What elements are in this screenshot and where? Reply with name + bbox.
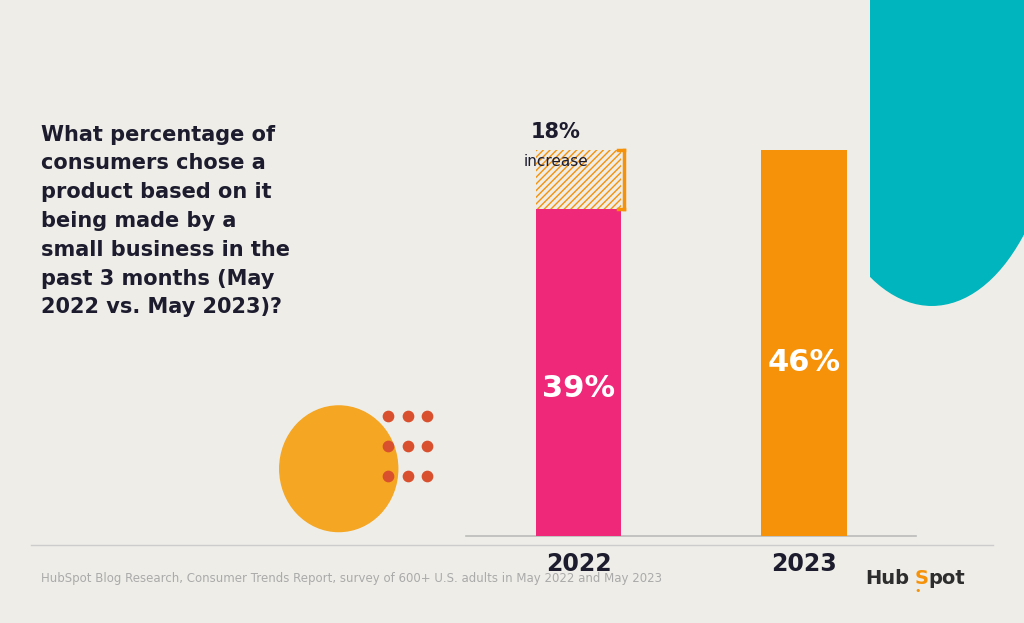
Text: pot: pot: [929, 569, 966, 587]
Text: 39%: 39%: [542, 374, 615, 403]
Point: [419, 471, 435, 481]
Text: increase: increase: [523, 155, 589, 169]
Circle shape: [280, 406, 397, 531]
Text: •: •: [914, 586, 921, 596]
Point: [399, 411, 416, 421]
Point: [419, 441, 435, 451]
Point: [399, 471, 416, 481]
Text: S: S: [914, 569, 929, 587]
Point: [419, 411, 435, 421]
Point: [380, 441, 396, 451]
Point: [399, 441, 416, 451]
Text: 46%: 46%: [767, 348, 841, 377]
Text: 18%: 18%: [531, 122, 581, 142]
Point: [380, 471, 396, 481]
Text: Hub: Hub: [865, 569, 909, 587]
Point: [380, 411, 396, 421]
Bar: [761, 150, 847, 536]
Bar: [536, 209, 622, 536]
Bar: [536, 150, 622, 209]
Circle shape: [805, 0, 1024, 305]
Text: What percentage of
consumers chose a
product based on it
being made by a
small b: What percentage of consumers chose a pro…: [41, 125, 290, 317]
Text: HubSpot Blog Research, Consumer Trends Report, survey of 600+ U.S. adults in May: HubSpot Blog Research, Consumer Trends R…: [41, 572, 662, 584]
